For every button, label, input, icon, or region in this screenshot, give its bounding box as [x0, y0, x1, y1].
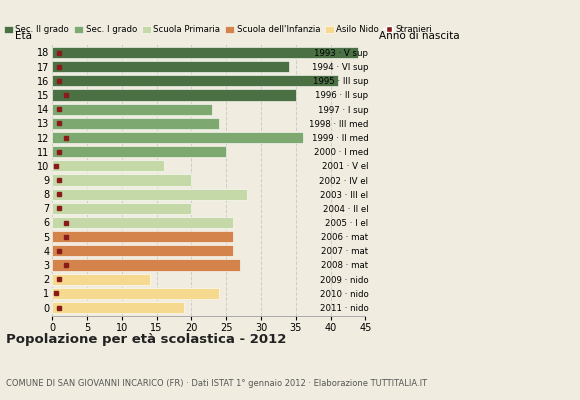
Text: Età: Età	[14, 31, 32, 41]
Bar	[52, 174, 191, 186]
Bar	[52, 260, 240, 270]
Bar	[52, 217, 233, 228]
Bar	[52, 302, 184, 313]
Text: COMUNE DI SAN GIOVANNI INCARICO (FR) · Dati ISTAT 1° gennaio 2012 · Elaborazione: COMUNE DI SAN GIOVANNI INCARICO (FR) · D…	[6, 379, 427, 388]
Text: Anno di nascita: Anno di nascita	[379, 31, 459, 41]
Bar	[52, 90, 296, 100]
Bar	[52, 245, 233, 256]
Bar	[52, 146, 226, 157]
Text: Popolazione per età scolastica - 2012: Popolazione per età scolastica - 2012	[6, 333, 286, 346]
Bar	[52, 132, 303, 143]
Bar	[52, 118, 219, 129]
Bar	[52, 288, 219, 299]
Bar	[52, 274, 150, 285]
Bar	[52, 160, 164, 171]
Bar	[52, 47, 358, 58]
Bar	[52, 189, 247, 200]
Bar	[52, 61, 289, 72]
Legend: Sec. II grado, Sec. I grado, Scuola Primaria, Scuola dell'Infanzia, Asilo Nido, : Sec. II grado, Sec. I grado, Scuola Prim…	[4, 25, 432, 34]
Bar	[52, 203, 191, 214]
Bar	[52, 231, 233, 242]
Bar	[52, 75, 338, 86]
Bar	[52, 104, 212, 115]
